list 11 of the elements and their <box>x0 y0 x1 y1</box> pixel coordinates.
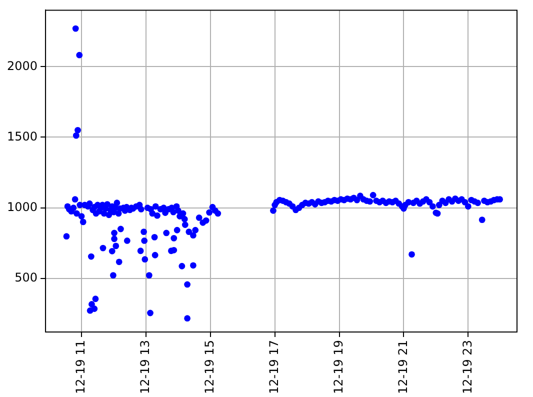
x-tick-label: 12-19 21 <box>396 340 410 394</box>
x-tick-label: 12-19 15 <box>202 340 217 394</box>
x-tick-label: 12-19 11 <box>74 340 88 394</box>
x-tick-label: 12-19 23 <box>460 340 474 394</box>
x-tick-label: 12-19 17 <box>266 340 281 394</box>
y-tick-label: 500 <box>14 270 38 285</box>
y-tick-label: 1500 <box>6 129 38 144</box>
x-tick-label: 12-19 13 <box>138 340 152 394</box>
y-tick-label: 1000 <box>6 200 38 214</box>
x-tick-label: 12-19 19 <box>331 340 346 394</box>
y-tick-label: 2000 <box>6 58 38 73</box>
